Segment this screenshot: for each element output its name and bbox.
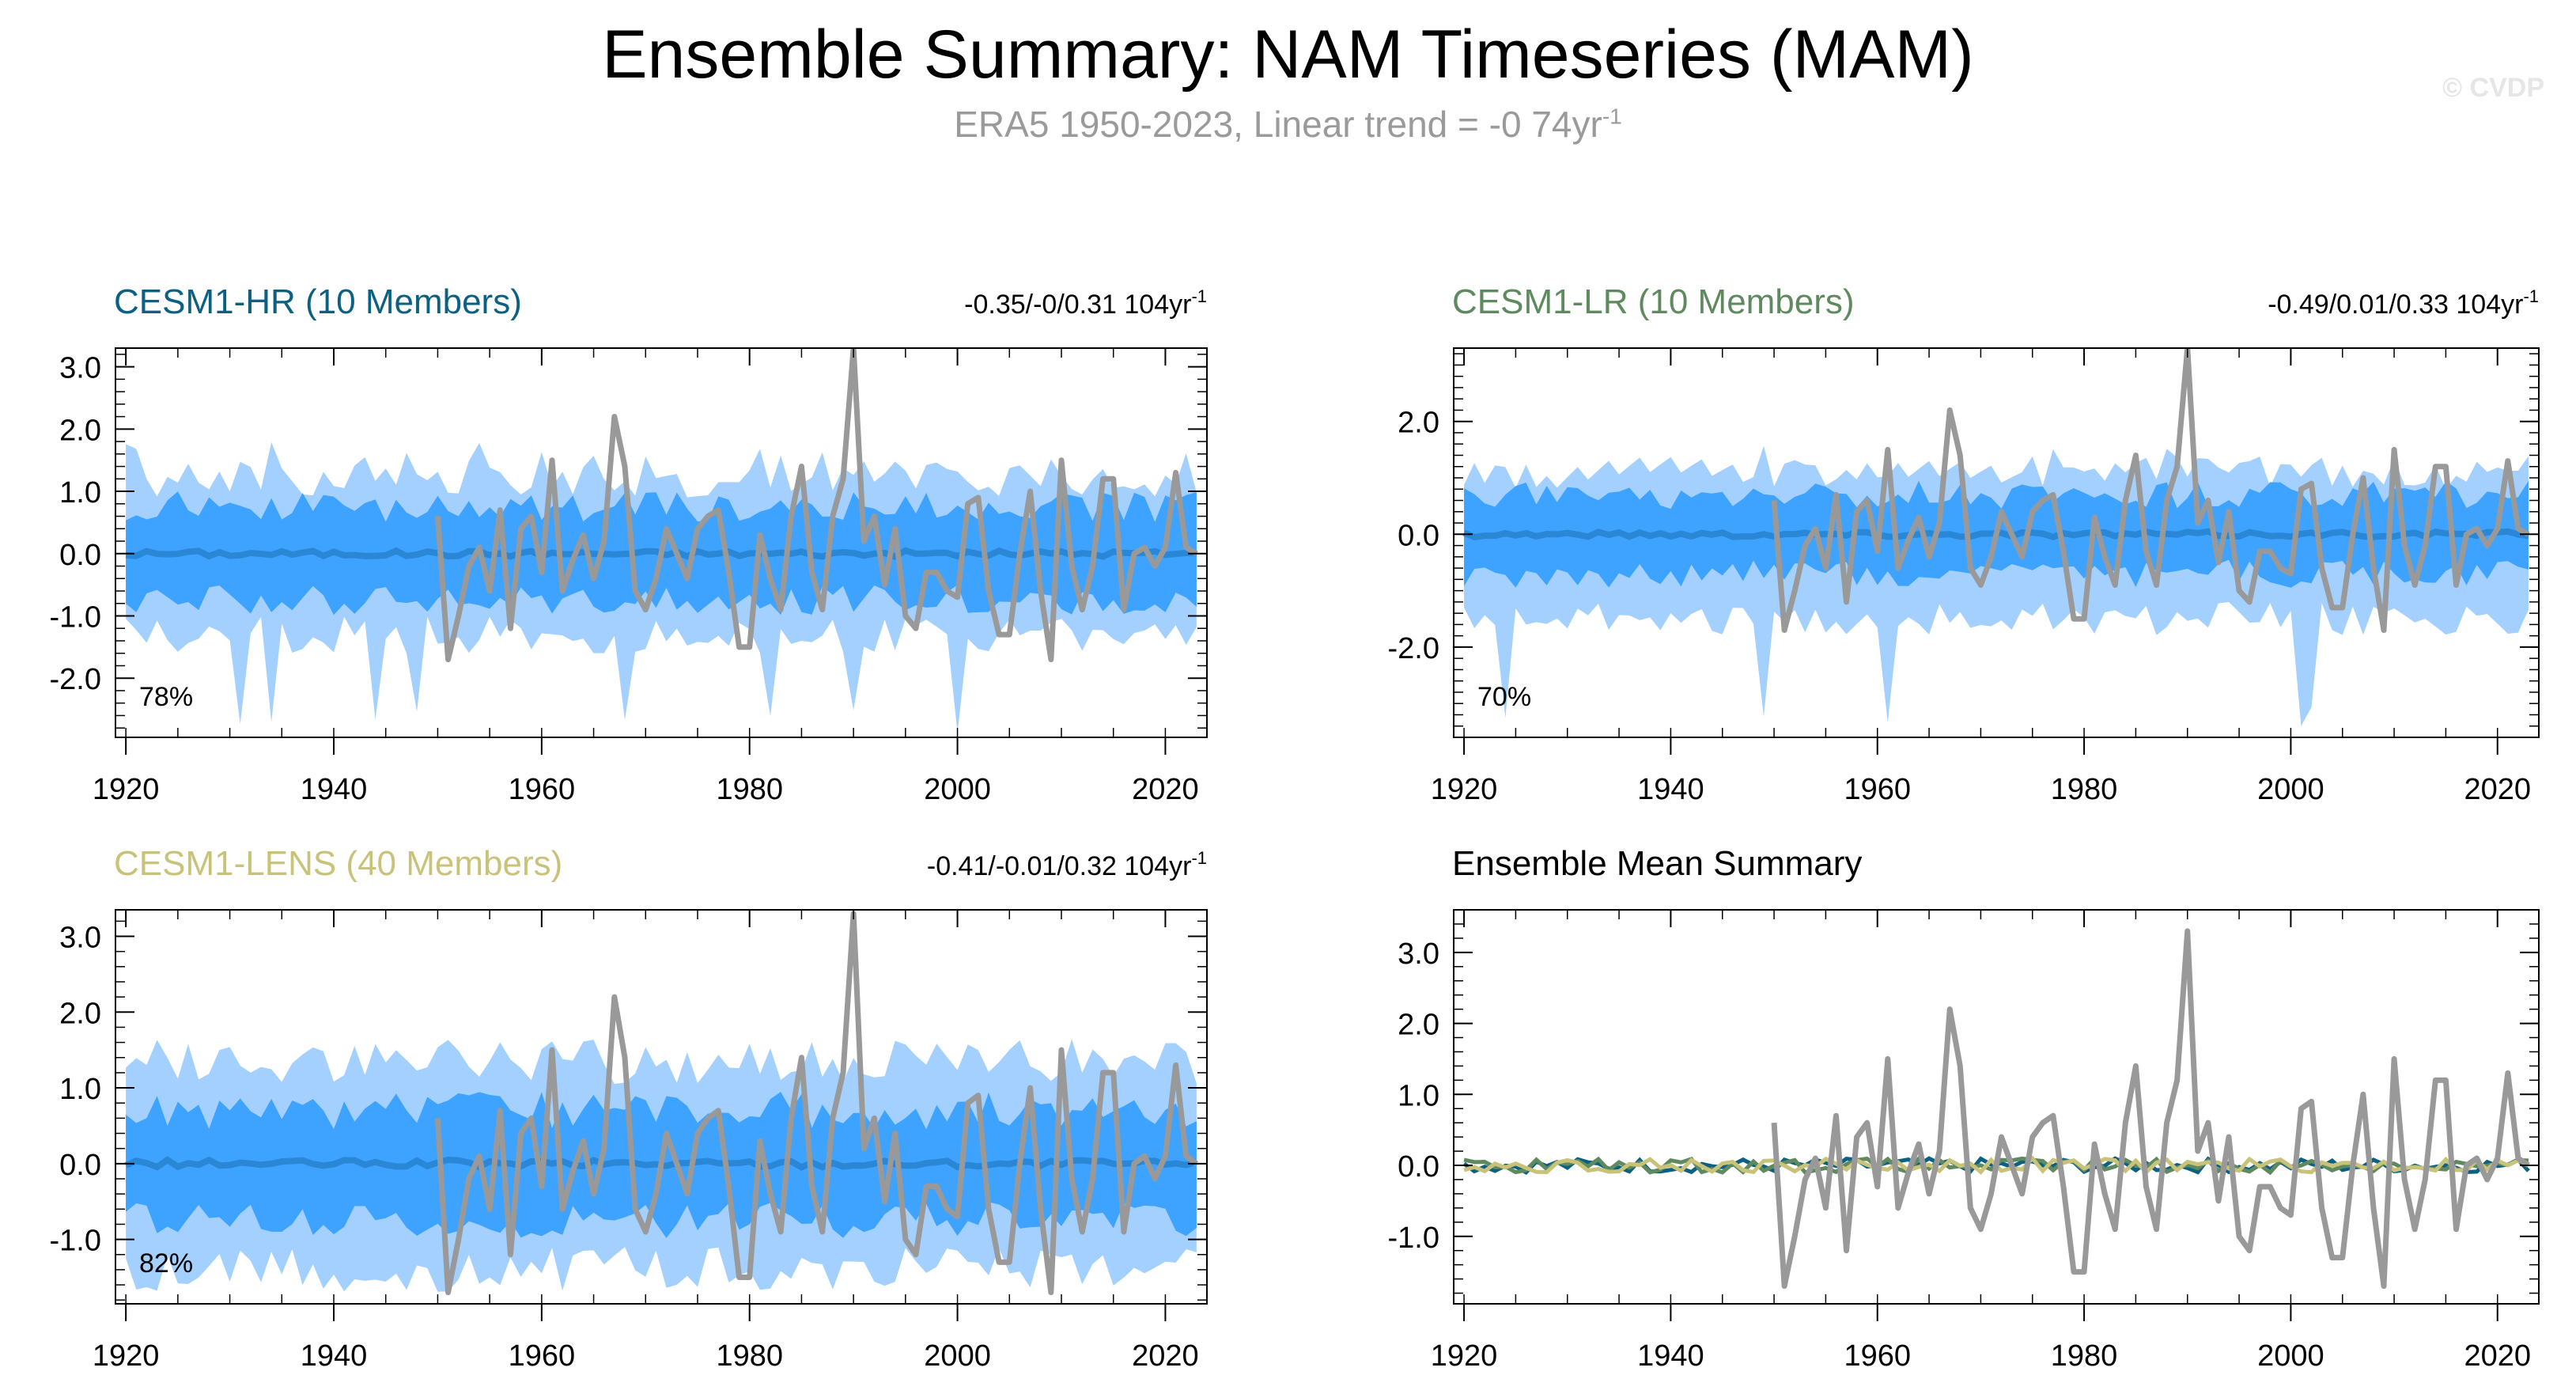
y-tick-label: 2.0 [59,414,101,447]
trend-label-text: -0.49/0.01/0.33 104yr [2268,290,2523,320]
plot-area [124,911,1198,1296]
trend-label: -0.35/-0/0.31 104yr-1 [964,286,1207,320]
x-tick-label: 1920 [1431,1339,1498,1373]
subtitle-superscript: -1 [1602,104,1622,129]
x-tick-label: 2000 [924,773,991,806]
y-tick-label: -1.0 [50,1225,101,1258]
x-tick-label: 1960 [509,773,576,806]
chart-panel-2: 2.0 0.0 -2.0 1920 1940 1960 1980 2000 2020 CESM1-… [1388,282,2540,806]
x-tick-label: 1980 [2051,773,2118,806]
y-tick-label: 1.0 [59,476,101,509]
x-tick-label: 1940 [301,773,368,806]
y-tick-label: 0.0 [1398,519,1439,552]
obs-era5-line [1771,348,2530,634]
chart-panel-3: 3.0 2.0 1.0 0.0 -1.0 1920 1940 1960 1980 2000 2020… [50,844,1208,1373]
y-tick-label: -1.0 [1388,1222,1439,1255]
x-tick-label: 1940 [301,1339,368,1373]
trend-label-text: -0.35/-0/0.31 104yr [964,290,1191,320]
chart-panel-1: 3.0 2.0 1.0 0.0 -1.0 -2.0 1920 1940 1960 1980 2000… [50,282,1208,806]
plot-area [125,348,1198,733]
trend-label: -0.41/-0.01/0.32 104yr-1 [927,848,1207,881]
x-tick-label: 2020 [1132,1339,1199,1373]
panel-title: CESM1-LR (10 Members) [1452,282,1855,321]
panel-title: CESM1-HR (10 Members) [114,282,522,321]
subtitle-text: ERA5 1950-2023, Linear trend = -0 74yr [954,104,1602,145]
x-tick-label: 2000 [2257,773,2324,806]
x-tick-label: 1960 [1844,1339,1911,1373]
panel-title: CESM1-LENS (40 Members) [114,844,562,883]
x-tick-label: 1980 [2051,1339,2118,1373]
y-tick-label: 3.0 [59,352,101,385]
plot-area [1462,928,2530,1290]
plot-frame [115,909,1208,1305]
plot-frame [115,347,1208,738]
y-tick-label: 2.0 [1398,1009,1439,1042]
y-tick-label: -2.0 [50,663,101,696]
x-tick-label: 2000 [924,1339,991,1373]
x-tick-label: 2020 [1132,773,1199,806]
trend-label-sup: -1 [2523,286,2539,306]
x-tick-label: 2000 [2257,1339,2324,1373]
y-tick-label: 2.0 [59,997,101,1030]
chart-panel-4: 3.0 2.0 1.0 0.0 -1.0 1920 1940 1960 1980 2000 2020… [1388,844,2540,1373]
x-tick-label: 1980 [716,1339,783,1373]
y-tick-label: 1.0 [1398,1079,1439,1112]
y-tick-label: 2.0 [1398,407,1439,440]
x-tick-label: 1960 [509,1339,576,1373]
trend-label-sup: -1 [1191,848,1207,868]
x-tick-label: 1920 [1431,773,1498,806]
x-tick-label: 1920 [93,1339,160,1373]
trend-label: -0.49/0.01/0.33 104yr-1 [2268,286,2539,320]
y-tick-label: -2.0 [1388,632,1439,665]
percent-label: 70% [1477,682,1531,712]
obs-era5-line [434,348,1198,663]
y-tick-label: -1.0 [50,600,101,634]
y-tick-label: 3.0 [59,922,101,955]
y-tick-label: 0.0 [59,1149,101,1182]
x-tick-label: 2020 [2464,773,2531,806]
trend-label-text: -0.41/-0.01/0.32 104yr [927,851,1192,881]
y-tick-label: 0.0 [59,539,101,572]
y-tick-label: 3.0 [1398,938,1439,971]
obs-era5-line [1771,928,2530,1290]
x-tick-label: 1940 [1637,773,1704,806]
x-tick-label: 1980 [716,773,783,806]
credit-watermark: © CVDP [2442,73,2544,103]
page-title: Ensemble Summary: NAM Timeseries (MAM) [602,17,1974,93]
x-tick-label: 1940 [1637,1339,1704,1373]
page-subtitle: ERA5 1950-2023, Linear trend = -0 74yr-1 [0,103,2576,146]
x-tick-label: 1920 [93,773,160,806]
trend-label-sup: -1 [1191,286,1207,306]
panel-title: Ensemble Mean Summary [1452,844,1862,883]
x-tick-label: 2020 [2464,1339,2531,1373]
x-tick-label: 1960 [1844,773,1911,806]
percent-label: 82% [139,1248,193,1278]
y-tick-label: 1.0 [59,1073,101,1106]
percent-label: 78% [139,682,193,712]
obs-era5-line [434,911,1198,1296]
plot-area [1462,348,2530,726]
plot-frame [1453,347,2540,738]
y-tick-label: 0.0 [1398,1150,1439,1184]
plot-frame [1453,909,2540,1305]
